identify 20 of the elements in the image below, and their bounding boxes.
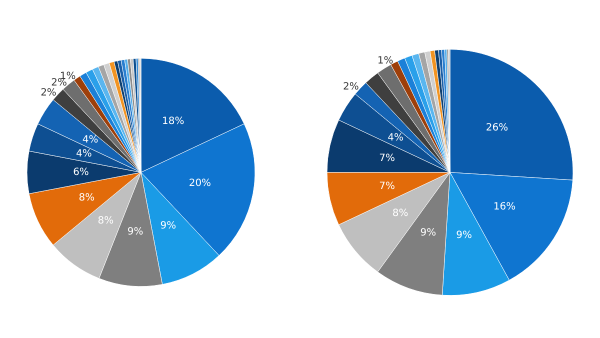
data-label: 2%	[343, 81, 359, 92]
data-label: 7%	[379, 152, 395, 164]
data-label: 9%	[160, 220, 176, 232]
data-label: 9%	[127, 226, 144, 238]
data-label: 4%	[388, 132, 404, 144]
data-label: 6%	[73, 166, 89, 178]
data-label: 9%	[420, 228, 436, 239]
data-label: 18%	[162, 116, 184, 128]
data-label: 20%	[188, 178, 212, 190]
data-label: 9%	[456, 230, 472, 241]
data-label: 1%	[377, 56, 394, 67]
data-label: 2%	[40, 87, 56, 98]
data-label: 4%	[82, 134, 98, 146]
data-label: 7%	[379, 180, 395, 192]
data-label: 26%	[486, 122, 508, 134]
data-label: 8%	[392, 208, 408, 219]
data-label: 4%	[76, 148, 92, 160]
data-label: 16%	[493, 201, 516, 212]
data-label: 8%	[98, 215, 114, 226]
data-label: 8%	[78, 192, 95, 204]
